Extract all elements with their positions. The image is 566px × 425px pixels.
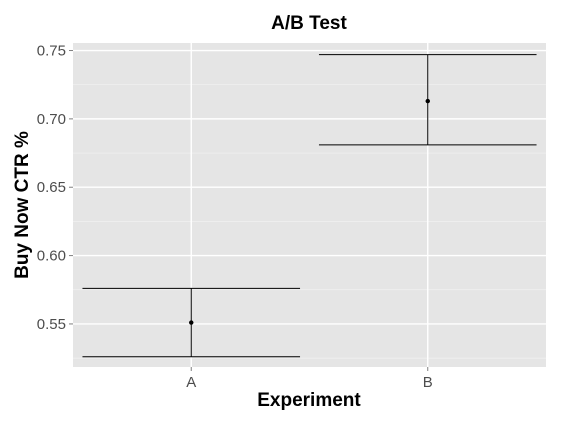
y-axis-ticks: 0.55 0.60 0.65 0.70 0.75 [37, 43, 73, 333]
plot-panel [73, 43, 546, 367]
x-axis-title: Experiment [257, 390, 361, 411]
y-tick-label: 0.55 [37, 316, 66, 333]
y-tick-label: 0.60 [37, 248, 66, 265]
error-bars [82, 54, 537, 358]
y-tick-label: 0.70 [37, 111, 66, 128]
x-tick-label: B [423, 374, 433, 391]
data-point [425, 98, 430, 104]
y-tick-label: 0.75 [37, 43, 66, 60]
x-tick-label: A [186, 374, 196, 391]
error-bar-B [318, 54, 537, 146]
data-point [189, 320, 194, 325]
chart-title: A/B Test [271, 13, 347, 34]
y-tick-label: 0.65 [37, 179, 66, 196]
y-axis-title: Buy Now CTR % [12, 131, 33, 279]
error-bar-A [82, 287, 301, 358]
